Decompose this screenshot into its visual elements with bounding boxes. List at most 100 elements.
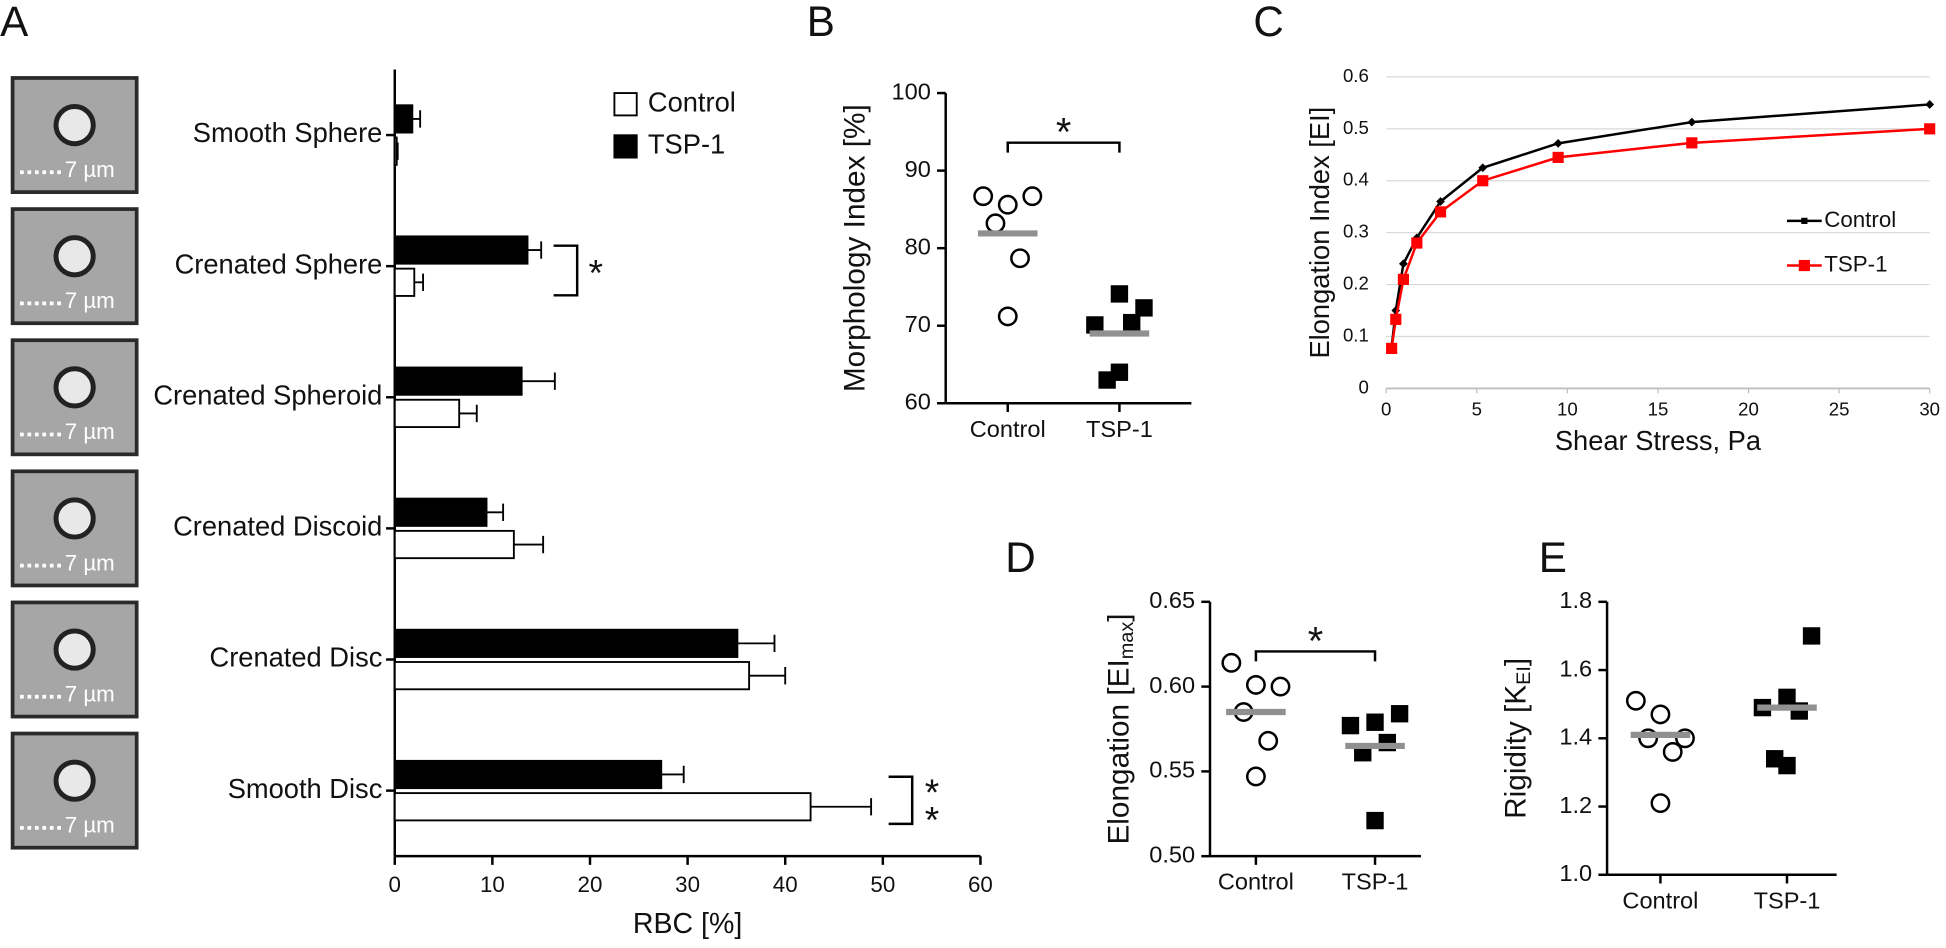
y-axis-label-part: ]	[1500, 658, 1533, 666]
x-tick-label: Control	[1622, 887, 1698, 913]
cell	[53, 104, 96, 147]
error-bar	[513, 535, 545, 554]
data-point	[1390, 313, 1402, 325]
error-bar	[459, 404, 478, 423]
data-point	[985, 213, 1006, 234]
panel-label: E	[1539, 534, 1567, 581]
bar	[393, 398, 461, 428]
bar	[393, 136, 398, 166]
scale-bar-label: 7 µm	[65, 157, 115, 182]
error-bar	[396, 142, 399, 160]
legend-label: TSP-1	[1824, 251, 1887, 276]
significance-bracket	[553, 244, 579, 297]
data-point	[1366, 713, 1384, 731]
x-tick-label: 5	[1472, 399, 1482, 420]
series-line	[1390, 127, 1930, 349]
y-tick-label: 100	[891, 78, 930, 104]
data-point	[1270, 676, 1291, 697]
data-point	[1411, 237, 1423, 249]
bar	[393, 792, 812, 822]
x-tick-label: 10	[1557, 399, 1578, 420]
significance-star: *	[589, 251, 603, 293]
y-axis-label-part: EI	[1513, 666, 1535, 685]
data-point	[1341, 716, 1360, 735]
cell	[53, 759, 96, 802]
x-tick-label: 0	[1381, 399, 1391, 420]
x-tick-label: TSP-1	[1086, 416, 1153, 442]
category-label: Crenated Discoid	[173, 511, 382, 542]
legend-swatch	[613, 92, 638, 117]
category-label: Smooth Disc	[228, 773, 383, 804]
data-point	[1110, 363, 1129, 381]
cell	[53, 497, 96, 540]
y-axis-label: Elongation Index [EI]	[1304, 107, 1335, 359]
x-axis-label: Shear Stress, Pa	[1555, 425, 1762, 456]
x-tick-label: 0	[389, 872, 401, 897]
cell	[53, 366, 96, 409]
data-point	[997, 194, 1018, 215]
data-point	[1625, 690, 1646, 711]
cell	[53, 235, 96, 278]
y-tick-label: 0.4	[1343, 169, 1369, 190]
bar	[393, 104, 414, 134]
scale-bar-label: 7 µm	[65, 419, 115, 444]
x-axis-label: RBC [%]	[633, 908, 742, 940]
cell-image	[10, 338, 139, 457]
scale-bar-label: 7 µm	[65, 550, 115, 575]
category-label: Crenated Spheroid	[153, 379, 382, 410]
y-tick-label: 0.50	[1149, 841, 1195, 867]
cell	[53, 628, 96, 671]
y-tick-label: 0.3	[1343, 221, 1369, 242]
category-label: Smooth Sphere	[193, 117, 383, 148]
data-point	[1390, 705, 1409, 723]
y-axis-label-part: ]	[1103, 613, 1136, 621]
panel-label: A	[0, 0, 29, 45]
y-axis-label-part: Elongation [EI	[1103, 659, 1136, 844]
y-tick-label: 1.0	[1559, 860, 1592, 886]
y-axis-label-part: max	[1116, 622, 1138, 660]
y-tick-label: 60	[905, 388, 931, 414]
y-tick-label: 1.4	[1559, 724, 1592, 750]
y-axis-label: Morphology Index [%]	[838, 104, 871, 392]
significance-star: *	[1056, 111, 1071, 155]
significance-star: *	[925, 771, 939, 813]
legend-swatch	[613, 134, 638, 159]
y-tick-label: 0.65	[1149, 587, 1195, 613]
bar	[393, 366, 523, 396]
significance-star: *	[925, 799, 939, 841]
scale-bar-label: 7 µm	[65, 681, 115, 706]
data-point	[997, 306, 1018, 327]
category-label: Crenated Disc	[210, 642, 383, 673]
significance-bracket	[888, 775, 914, 826]
significance-bracket	[1254, 650, 1377, 662]
x-tick-label: 25	[1829, 399, 1850, 420]
y-tick-label: 70	[905, 311, 931, 337]
error-bar	[412, 110, 422, 128]
x-tick-label: Control	[1218, 869, 1294, 895]
data-point	[1662, 742, 1683, 762]
legend-label: Control	[648, 86, 736, 117]
data-point	[1386, 342, 1398, 354]
significance-bracket	[1006, 141, 1121, 153]
data-point	[1110, 285, 1129, 303]
y-tick-label: 0.2	[1343, 272, 1369, 293]
data-point	[1552, 151, 1564, 163]
x-tick-label: TSP-1	[1754, 887, 1821, 913]
data-point	[1650, 704, 1671, 725]
legend-label: Control	[1824, 207, 1896, 232]
x-tick-label: 60	[968, 872, 993, 897]
bar	[393, 759, 663, 790]
data-point	[1778, 756, 1796, 775]
error-bar	[414, 273, 425, 291]
bar	[393, 529, 515, 560]
significance-star: *	[1308, 619, 1323, 663]
scale-bar-label: 7 µm	[65, 288, 115, 313]
data-point	[1366, 811, 1384, 830]
data-point	[1925, 100, 1935, 109]
data-point	[1687, 117, 1697, 127]
x-tick-label: 50	[870, 872, 895, 897]
data-point	[1258, 730, 1279, 751]
bar	[393, 497, 488, 527]
data-point	[1650, 793, 1671, 814]
